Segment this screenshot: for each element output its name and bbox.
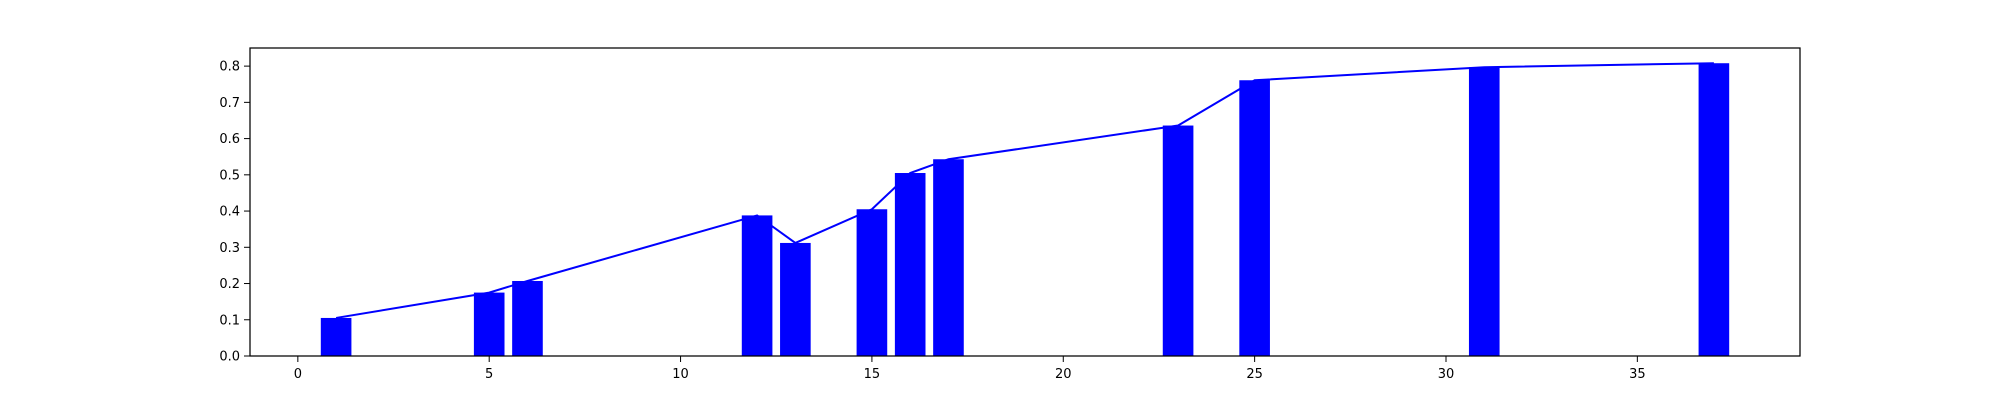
x-tick-label: 5 bbox=[485, 367, 493, 382]
x-tick-label: 0 bbox=[294, 367, 302, 382]
y-tick-label: 0.6 bbox=[219, 132, 240, 147]
bar bbox=[1468, 67, 1500, 356]
x-tick-label: 10 bbox=[672, 367, 689, 382]
bar bbox=[320, 317, 352, 356]
x-axis-ticks: 0 5 10 15 20 25 30 35 bbox=[294, 356, 1646, 382]
bar bbox=[741, 215, 773, 356]
x-tick-label: 25 bbox=[1246, 367, 1263, 382]
y-tick-label: 0.7 bbox=[219, 96, 240, 111]
bar bbox=[1698, 63, 1730, 356]
y-tick-label: 0.1 bbox=[219, 313, 240, 328]
bar bbox=[512, 280, 543, 356]
y-tick-label: 0.8 bbox=[219, 60, 240, 75]
y-tick-label: 0.2 bbox=[219, 277, 240, 292]
bar bbox=[1239, 80, 1270, 356]
bar bbox=[1162, 125, 1194, 356]
y-tick-label: 0.4 bbox=[219, 205, 240, 220]
x-tick-label: 35 bbox=[1629, 367, 1646, 382]
bar bbox=[473, 292, 505, 356]
bar bbox=[856, 209, 888, 356]
bar bbox=[780, 242, 811, 356]
y-tick-label: 0.5 bbox=[219, 168, 240, 183]
bars-layer bbox=[320, 63, 1730, 356]
axes-frame bbox=[249, 47, 1801, 357]
y-tick-label: 0.3 bbox=[219, 241, 240, 256]
y-tick-label: 0.0 bbox=[219, 350, 240, 365]
x-tick-label: 20 bbox=[1055, 367, 1072, 382]
trend-line bbox=[335, 62, 1714, 319]
y-axis-ticks: 0.0 0.1 0.2 0.3 0.4 0.5 0.6 0.7 0.8 bbox=[219, 60, 250, 365]
x-tick-label: 15 bbox=[864, 367, 881, 382]
bar bbox=[894, 173, 926, 356]
bar bbox=[933, 159, 964, 356]
x-tick-label: 30 bbox=[1438, 367, 1455, 382]
